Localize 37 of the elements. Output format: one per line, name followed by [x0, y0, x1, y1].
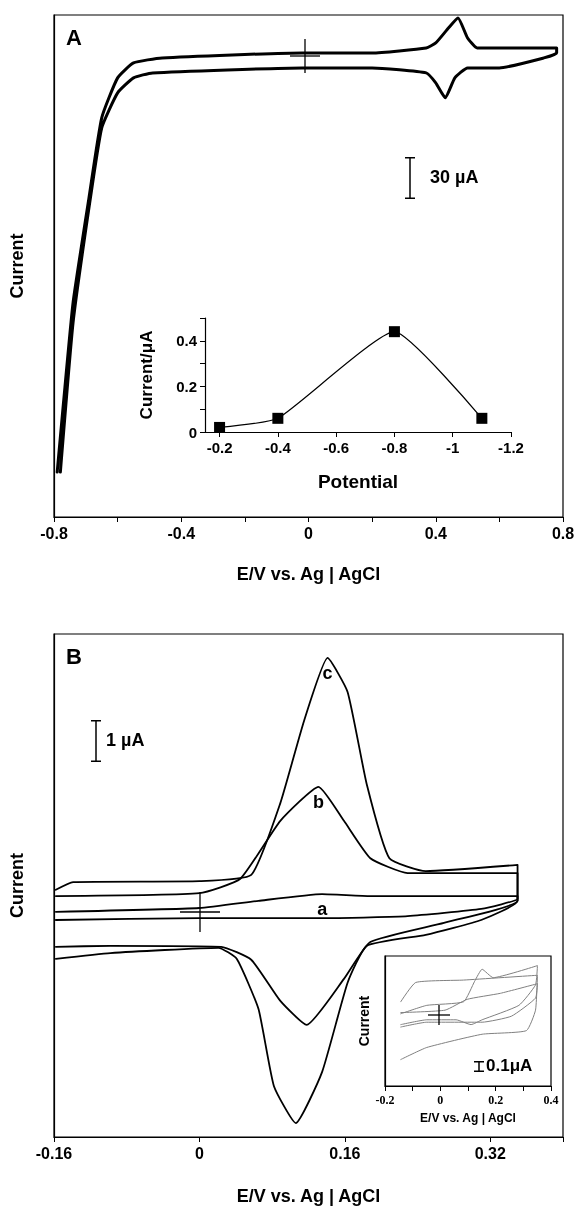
x-tick-label: -0.6: [323, 439, 350, 456]
y-tick-label: 0: [188, 423, 197, 441]
x-axis-title: E/V vs. Ag | AgCl: [236, 564, 381, 584]
chart-title: A: [66, 24, 82, 50]
series-label: b: [313, 791, 324, 812]
y-axis-title: Current: [7, 233, 27, 299]
x-tick-label: -0.8: [40, 524, 68, 542]
y-tick-label: 0.4: [176, 332, 198, 350]
y-axis-title: Current: [7, 852, 27, 919]
x-tick-label: 0.32: [474, 1144, 506, 1162]
x-tick-label: 0.16: [329, 1144, 361, 1162]
x-tick-label: 0.4: [424, 524, 447, 542]
y-axis-title: Current/μA: [137, 330, 156, 420]
x-axis-title: E/V vs. Ag | AgCl: [420, 1111, 516, 1125]
x-tick-label: -0.4: [264, 439, 292, 456]
y-axis-title: Current: [356, 995, 372, 1047]
series-label: c: [322, 662, 333, 683]
x-tick-label: -1: [446, 439, 460, 456]
x-tick-label: -0.2: [206, 439, 233, 456]
x-tick-label: -0.8: [381, 439, 408, 456]
x-tick-label: 0.8: [551, 524, 575, 542]
annotation: 30 µA: [430, 167, 479, 187]
x-tick-label: -0.16: [35, 1144, 73, 1162]
series-label: a: [317, 899, 329, 920]
annotation: 0.1μA: [486, 1056, 533, 1075]
x-axis-title: E/V vs. Ag | AgCl: [236, 1186, 381, 1206]
x-tick-label: 0.4: [543, 1093, 559, 1107]
x-tick-label: 0: [437, 1093, 444, 1107]
x-tick-label: -0.2: [375, 1093, 395, 1107]
annotation: 1 µA: [106, 730, 145, 750]
x-tick-label: -1.2: [498, 439, 524, 456]
y-tick-label: 0.2: [176, 377, 197, 395]
x-axis-title: Potential: [317, 471, 399, 492]
x-tick-label: -0.4: [167, 524, 196, 542]
x-tick-label: 0: [304, 524, 314, 542]
chart-title: B: [66, 643, 82, 669]
x-tick-label: 0.2: [488, 1093, 504, 1107]
